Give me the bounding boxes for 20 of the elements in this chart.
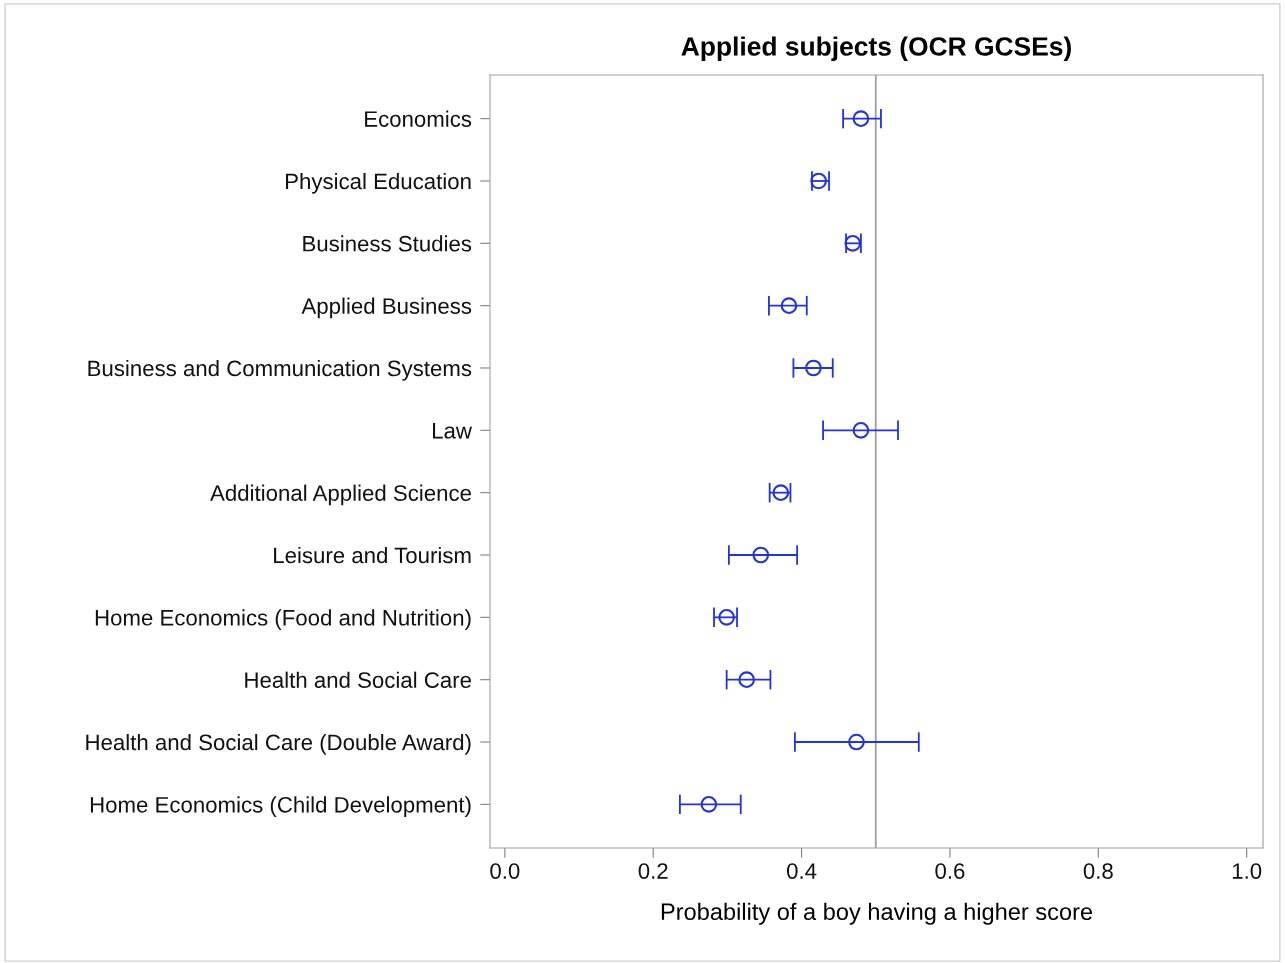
y-tick-label: Home Economics (Child Development) (90, 796, 471, 818)
x-axis-title: Probability of a boy having a higher score (661, 902, 1093, 925)
y-tick-label: Additional Applied Science (210, 484, 471, 506)
y-tick-label: Business and Communication Systems (88, 359, 472, 381)
x-tick-label: 0.6 (935, 863, 965, 879)
x-tick-label: 1.0 (1232, 863, 1262, 879)
y-tick-label: Physical Education (286, 172, 471, 194)
y-tick-label: Business Studies (303, 235, 472, 252)
x-tick-label: 0.8 (1083, 863, 1113, 879)
x-tick-label: 0.0 (490, 863, 520, 879)
x-tick-label: 0.2 (638, 863, 668, 879)
chart-title: Applied subjects (OCR GCSEs) (681, 36, 1071, 62)
y-tick-label: Health and Social Care (245, 671, 471, 688)
y-tick-label: Leisure and Tourism (274, 546, 471, 564)
x-tick-label: 0.4 (787, 863, 817, 879)
y-tick-label: Home Economics (Food and Nutrition) (95, 609, 471, 630)
y-tick-label: Health and Social Care (Double Award) (86, 733, 471, 755)
y-tick-label: Applied Business (301, 297, 472, 319)
y-tick-label: Economics (365, 110, 472, 127)
y-tick-label: Law (433, 423, 472, 439)
